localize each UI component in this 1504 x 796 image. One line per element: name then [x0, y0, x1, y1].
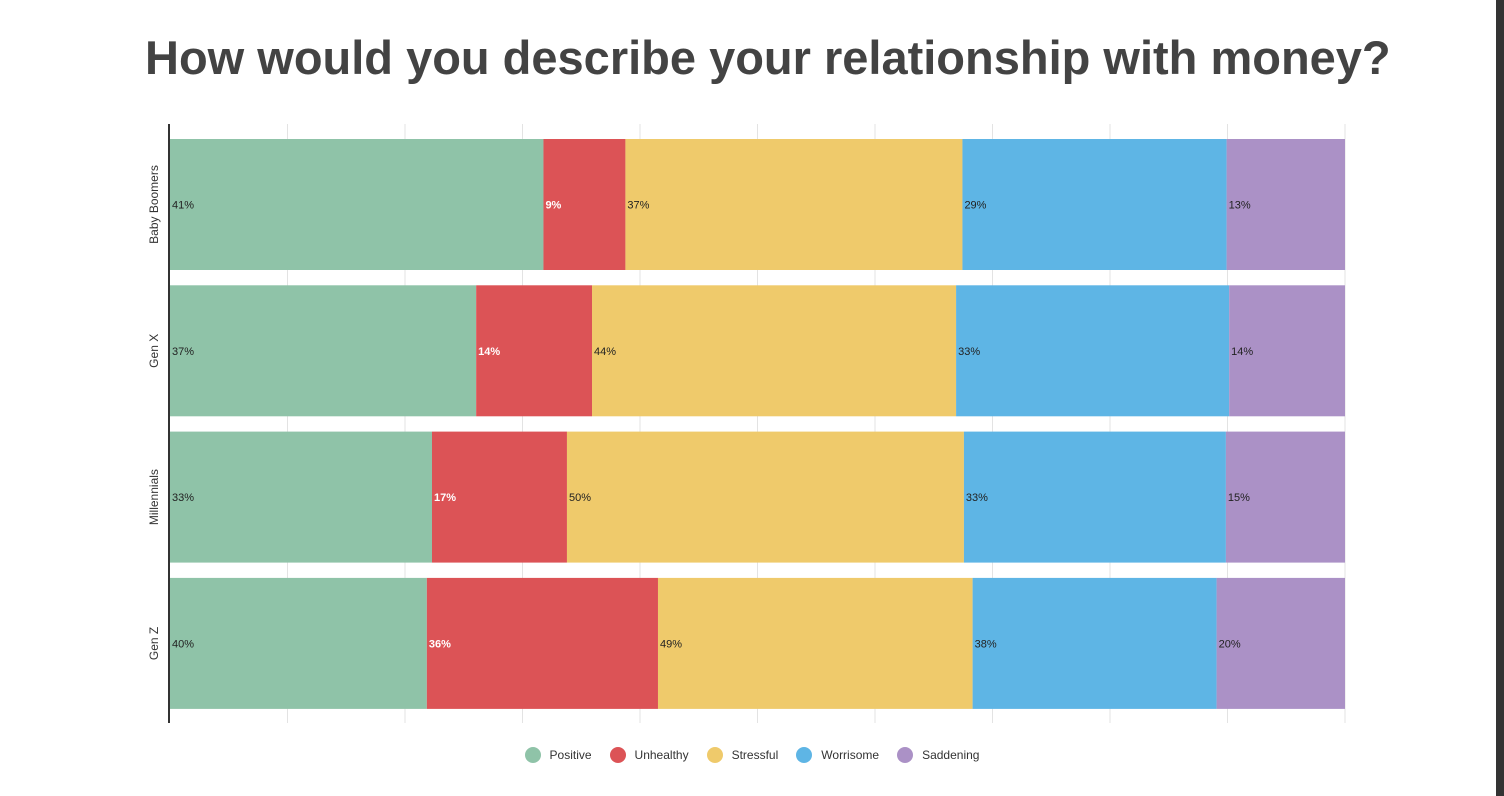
category-labels: Baby Boomers Gen X Millennials Gen Z	[147, 165, 161, 660]
bar-segment	[625, 139, 963, 270]
chart-title: How would you describe your relationship…	[145, 31, 1391, 84]
data-label: 29%	[964, 200, 986, 212]
legend-item[interactable]: Unhealthy	[609, 747, 689, 763]
bar-segment	[1216, 577, 1345, 709]
category-label: Gen Z	[147, 627, 161, 660]
data-label: 15%	[1228, 492, 1250, 504]
legend-item[interactable]: Stressful	[706, 747, 779, 763]
legend-swatch	[524, 747, 541, 763]
legend: Positive Unhealthy Stressful Worrisome Sadde…	[0, 747, 1504, 763]
window-edge	[1496, 0, 1504, 796]
data-label: 14%	[478, 346, 500, 358]
bar-segment	[1225, 431, 1345, 563]
bar-segment	[431, 431, 567, 563]
bar-segment	[1229, 285, 1345, 417]
category-label: Baby Boomers	[147, 165, 161, 244]
bar-segment	[170, 431, 432, 563]
bar-segment	[170, 139, 544, 270]
data-label: 20%	[1219, 638, 1241, 650]
legend-label: Unhealthy	[634, 748, 689, 762]
data-label: 40%	[172, 638, 194, 650]
bar-segment	[543, 139, 626, 270]
data-label: 33%	[958, 346, 980, 358]
legend-swatch	[706, 747, 723, 763]
data-label: 41%	[172, 200, 194, 212]
bar-segment	[170, 285, 477, 417]
data-label: 33%	[966, 492, 988, 504]
data-label: 14%	[1231, 346, 1253, 358]
data-label: 50%	[569, 492, 591, 504]
bars	[170, 139, 1345, 709]
data-label: 33%	[172, 492, 194, 504]
bar-segment	[592, 285, 957, 417]
data-label: 17%	[434, 492, 456, 504]
bar-segment	[963, 431, 1226, 563]
legend-swatch	[796, 747, 813, 763]
legend-label: Saddening	[922, 748, 980, 762]
data-label: 36%	[429, 638, 451, 650]
bar-segment	[476, 285, 593, 417]
data-label: 9%	[545, 200, 561, 212]
bar-segment	[426, 577, 658, 709]
legend-label: Stressful	[731, 748, 779, 762]
data-label: 37%	[172, 346, 194, 358]
legend-item[interactable]: Positive	[524, 747, 592, 763]
legend-label: Worrisome	[821, 748, 880, 762]
bar-segment	[170, 577, 427, 709]
legend-item[interactable]: Saddening	[897, 747, 979, 763]
legend-label: Positive	[549, 748, 592, 762]
stacked-bar-chart: 41% 9% 37% 29% 13% 37% 14% 44% 33% 14% 33% 17% 50% 33…	[147, 124, 1346, 723]
category-label: Gen X	[147, 334, 161, 368]
data-label: 37%	[627, 200, 649, 212]
bar-segment	[1226, 139, 1345, 270]
bar-segment	[962, 139, 1227, 270]
data-labels: 41% 9% 37% 29% 13% 37% 14% 44% 33% 14% 33% 17% 50% 33…	[172, 200, 1253, 651]
data-label: 49%	[660, 638, 682, 650]
legend-swatch	[609, 747, 626, 763]
bar-segment	[972, 577, 1217, 709]
data-label: 38%	[975, 638, 997, 650]
bar-segment	[657, 577, 973, 709]
legend-item[interactable]: Worrisome	[796, 747, 879, 763]
data-label: 44%	[594, 346, 616, 358]
bar-segment	[566, 431, 964, 563]
legend-swatch	[897, 747, 914, 763]
data-label: 13%	[1229, 200, 1251, 212]
category-label: Millennials	[147, 469, 161, 525]
bar-segment	[956, 285, 1230, 417]
